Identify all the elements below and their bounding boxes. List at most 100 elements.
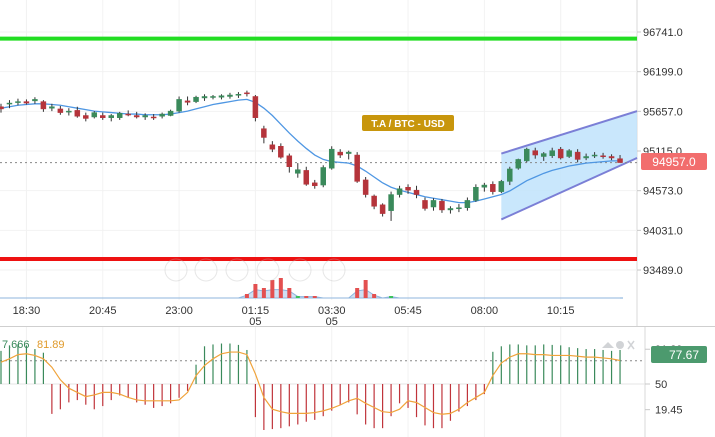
candle-body bbox=[600, 155, 606, 158]
candle-body bbox=[15, 101, 21, 103]
scroll-right-icon[interactable] bbox=[322, 258, 346, 282]
volume-area bbox=[0, 289, 621, 299]
oscillator-signal-line bbox=[0, 351, 621, 415]
volume-bar bbox=[278, 278, 283, 298]
candle bbox=[557, 146, 564, 160]
candle-body bbox=[218, 95, 225, 98]
candle-body bbox=[142, 115, 148, 118]
oscillator-controls[interactable] bbox=[602, 340, 635, 350]
oscillator-value-tag bbox=[651, 346, 707, 363]
candle bbox=[600, 152, 606, 159]
y-tick-label: 93489.0 bbox=[643, 265, 683, 277]
candle bbox=[108, 114, 114, 122]
current-price-tag bbox=[641, 153, 707, 170]
candle bbox=[430, 198, 437, 211]
candle bbox=[549, 147, 555, 158]
candle-body bbox=[524, 148, 530, 162]
price-channel bbox=[500, 110, 638, 221]
candle-body bbox=[532, 150, 538, 156]
candle bbox=[176, 96, 182, 113]
candle bbox=[507, 166, 513, 186]
candle-body bbox=[83, 115, 89, 119]
candle bbox=[540, 152, 547, 161]
candle-body bbox=[362, 179, 369, 195]
reset-icon[interactable] bbox=[225, 258, 249, 282]
candle bbox=[6, 100, 13, 109]
candle-body bbox=[201, 96, 208, 99]
candle bbox=[244, 90, 250, 97]
candle bbox=[252, 95, 259, 122]
moving-average bbox=[0, 98, 621, 204]
candle bbox=[362, 176, 369, 198]
scroll-left-icon[interactable] bbox=[164, 258, 188, 282]
volume-bar bbox=[270, 280, 275, 298]
candle bbox=[235, 92, 242, 98]
candle-body bbox=[235, 94, 242, 96]
candle bbox=[116, 111, 123, 120]
candle bbox=[337, 149, 343, 158]
candle bbox=[354, 152, 360, 183]
candle-body bbox=[320, 167, 326, 186]
candle bbox=[447, 206, 454, 214]
candle-body bbox=[66, 110, 72, 113]
candle-body bbox=[574, 151, 581, 160]
x-tick-label: 01:15 bbox=[242, 305, 270, 317]
candle-body bbox=[464, 200, 471, 208]
candle-body bbox=[125, 113, 131, 116]
candle bbox=[23, 99, 30, 105]
candle bbox=[83, 112, 89, 122]
candle bbox=[125, 110, 131, 117]
zoom-out-icon[interactable] bbox=[194, 258, 218, 282]
osc-tick-label: 19.45 bbox=[655, 405, 683, 417]
candle bbox=[464, 197, 471, 211]
volume-bar bbox=[295, 296, 300, 298]
candle-body bbox=[244, 92, 250, 95]
candle-body bbox=[295, 169, 301, 174]
candle-body bbox=[57, 108, 64, 113]
candle-body bbox=[159, 113, 165, 117]
volume-bar bbox=[363, 280, 368, 298]
chart-navigation[interactable] bbox=[164, 258, 346, 282]
candle bbox=[413, 185, 420, 199]
collapse-icon[interactable] bbox=[602, 342, 614, 348]
candle-body bbox=[227, 94, 233, 97]
settings-icon[interactable] bbox=[288, 258, 312, 282]
candle bbox=[150, 114, 157, 120]
volume-bar bbox=[372, 294, 377, 298]
candle bbox=[515, 158, 522, 170]
candle bbox=[0, 103, 4, 113]
candle-body bbox=[176, 99, 182, 112]
overlay-label: T.A / BTC - USD bbox=[371, 119, 445, 130]
candle-body bbox=[422, 200, 428, 209]
candle-body bbox=[278, 146, 284, 158]
candle bbox=[91, 111, 98, 119]
candle-body bbox=[269, 144, 276, 150]
candle-body bbox=[91, 112, 98, 118]
volume-bar bbox=[244, 294, 249, 298]
candle bbox=[591, 152, 598, 158]
close-icon[interactable] bbox=[627, 340, 635, 350]
settings-icon[interactable] bbox=[616, 341, 624, 349]
channel-upper bbox=[501, 110, 638, 155]
candle bbox=[269, 141, 276, 153]
candle-body bbox=[261, 128, 267, 138]
osc-tick-label: 50 bbox=[655, 379, 667, 391]
candle bbox=[303, 166, 310, 186]
x-tick-label: 03:30 bbox=[318, 305, 346, 317]
candle bbox=[295, 163, 301, 178]
candle-body bbox=[549, 150, 555, 157]
candle-body bbox=[108, 115, 114, 118]
candle bbox=[490, 181, 496, 195]
candle bbox=[218, 94, 225, 100]
candle-body bbox=[252, 96, 259, 118]
volume-bar bbox=[355, 288, 360, 298]
candle bbox=[532, 147, 538, 159]
zoom-in-icon[interactable] bbox=[256, 258, 280, 282]
candle-body bbox=[498, 181, 505, 192]
candle bbox=[328, 146, 335, 170]
x-tick-sublabel: 05 bbox=[326, 316, 338, 328]
candle bbox=[379, 203, 386, 217]
candle-body bbox=[371, 195, 377, 207]
